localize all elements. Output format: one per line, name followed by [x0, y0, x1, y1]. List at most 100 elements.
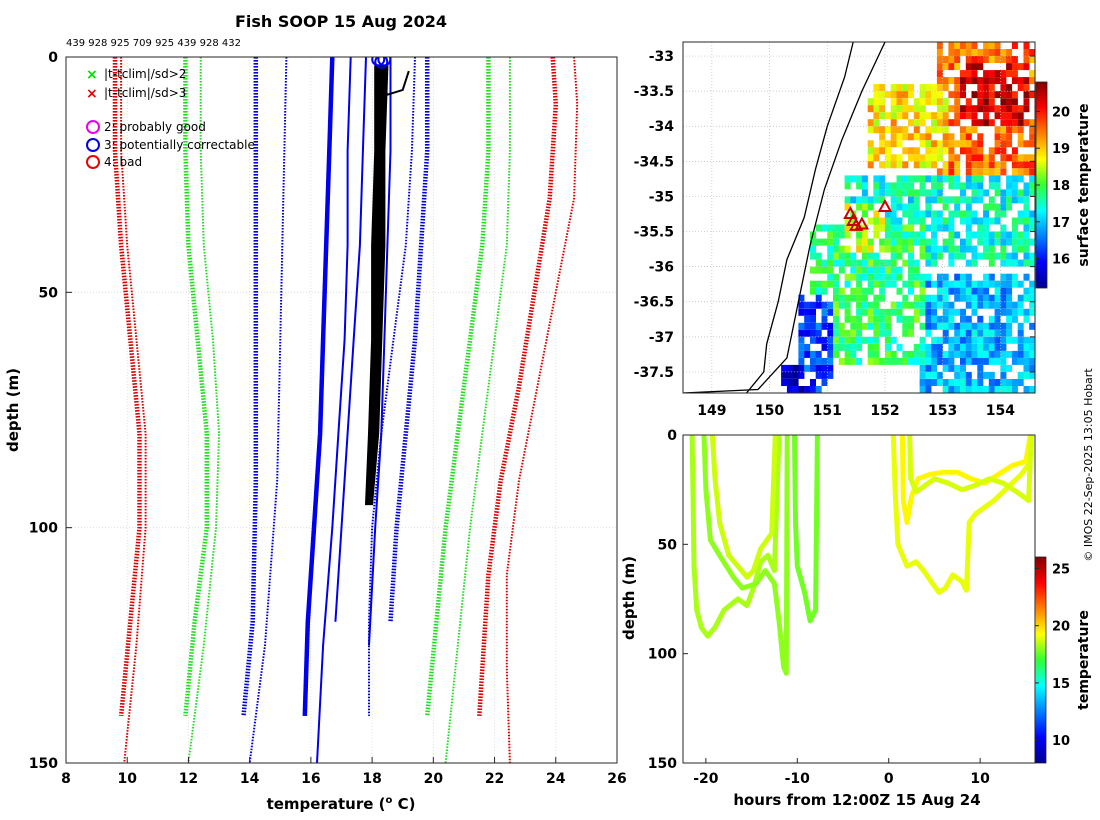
sst-cell: [850, 343, 857, 351]
sst-cell: [960, 49, 966, 56]
sst-cell: [988, 301, 995, 309]
sst-cell: [867, 336, 874, 344]
sst-cell: [983, 322, 990, 330]
sst-cell: [873, 175, 880, 183]
sst-cell: [936, 287, 943, 295]
sst-cell: [804, 329, 811, 337]
sst-cell: [856, 203, 863, 211]
sst-cell: [965, 210, 972, 218]
profile-xlabel-pre: temperature (: [267, 795, 386, 813]
sst-cell: [1035, 56, 1041, 63]
sst-cell: [885, 210, 891, 218]
sst-cell: [861, 322, 868, 330]
sst-cell: [1011, 357, 1018, 365]
sst-cell: [942, 147, 949, 155]
sst-cell: [896, 273, 903, 281]
sst-cell: [983, 189, 990, 197]
sst-cell: [936, 336, 943, 344]
sst-cell: [827, 350, 834, 358]
sst-cell: [885, 147, 891, 155]
sst-cell: [1011, 280, 1018, 288]
sst-cell: [1017, 294, 1024, 302]
sst-cell: [977, 287, 984, 295]
sst-cell: [942, 105, 949, 113]
sst-cell: [931, 294, 938, 302]
profile-xtick-label: 20: [424, 771, 444, 787]
sst-cell: [815, 357, 822, 365]
sst-cell: [925, 224, 932, 232]
sst-cell: [821, 315, 828, 323]
sst-cell: [879, 133, 886, 141]
sst-cell: [983, 287, 990, 295]
sst-cell: [844, 182, 851, 190]
sst-cell: [821, 280, 828, 288]
sst-cell: [890, 252, 897, 260]
sst-cell: [879, 238, 886, 246]
profile-ytick-label: 50: [39, 285, 59, 301]
sst-cell: [815, 252, 822, 260]
sst-cell: [908, 315, 914, 323]
sst-cell: [988, 231, 995, 239]
sst-cell: [1000, 287, 1007, 295]
sst-cell: [1000, 91, 1007, 99]
sst-cell: [833, 350, 839, 358]
sst-cell: [977, 56, 984, 63]
sst-cell: [833, 259, 839, 267]
sst-cell: [948, 154, 955, 162]
sst-cell: [971, 301, 978, 309]
sst-cell: [890, 126, 897, 134]
sst-cell: [919, 357, 926, 365]
sst-cell: [786, 386, 793, 393]
sst-cell: [827, 322, 834, 330]
sst-cell: [908, 266, 914, 274]
sst-cell: [954, 49, 961, 56]
sst-cell: [856, 175, 863, 183]
sst-cell: [896, 308, 903, 316]
sst-cell: [971, 210, 978, 218]
sst-cell: [942, 203, 949, 211]
sst-cell: [879, 91, 886, 99]
ts-xtick-label: -20: [693, 771, 719, 787]
sst-cell: [965, 168, 972, 176]
sst-cell: [902, 280, 909, 288]
ts-xtick-label: -10: [785, 771, 811, 787]
sst-cell: [1035, 365, 1041, 372]
sst-cell: [942, 112, 949, 120]
sst-cell: [1017, 245, 1024, 253]
sst-cell: [1011, 182, 1018, 190]
sst-cell: [931, 350, 938, 358]
sst-cell: [1006, 133, 1013, 141]
sst-cell: [936, 84, 943, 92]
sst-cell: [942, 84, 949, 92]
sst-cell: [960, 294, 966, 302]
sst-cell: [867, 350, 874, 358]
ts-colorbar-label: temperature: [1076, 610, 1092, 710]
sst-cell: [908, 350, 914, 358]
ts-track: [792, 435, 820, 624]
sst-cell: [810, 336, 816, 344]
sst-cell: [792, 371, 799, 379]
sst-cell: [919, 175, 926, 183]
sst-cell: [798, 371, 805, 379]
sst-cell: [977, 182, 984, 190]
sst-cell: [810, 266, 816, 274]
sst-cell: [954, 84, 961, 92]
sst-cell: [936, 210, 943, 218]
sst-cell: [919, 189, 926, 197]
sst-cell: [890, 266, 897, 274]
sst-cell: [890, 91, 897, 99]
sst-cell: [896, 238, 903, 246]
sst-cell: [965, 49, 972, 56]
sst-cell: [936, 224, 943, 232]
sst-cell: [977, 217, 984, 225]
sst-cell: [873, 154, 880, 162]
ts-colorbar-tick-label: 15: [1052, 677, 1070, 692]
sst-cell: [867, 98, 874, 106]
sst-cell: [948, 322, 955, 330]
sst-cell: [1000, 322, 1007, 330]
sst-cell: [942, 168, 949, 176]
sst-cell: [954, 91, 961, 99]
sst-cell: [994, 91, 1001, 99]
sst-cell: [977, 189, 984, 197]
sst-cell: [954, 371, 961, 379]
